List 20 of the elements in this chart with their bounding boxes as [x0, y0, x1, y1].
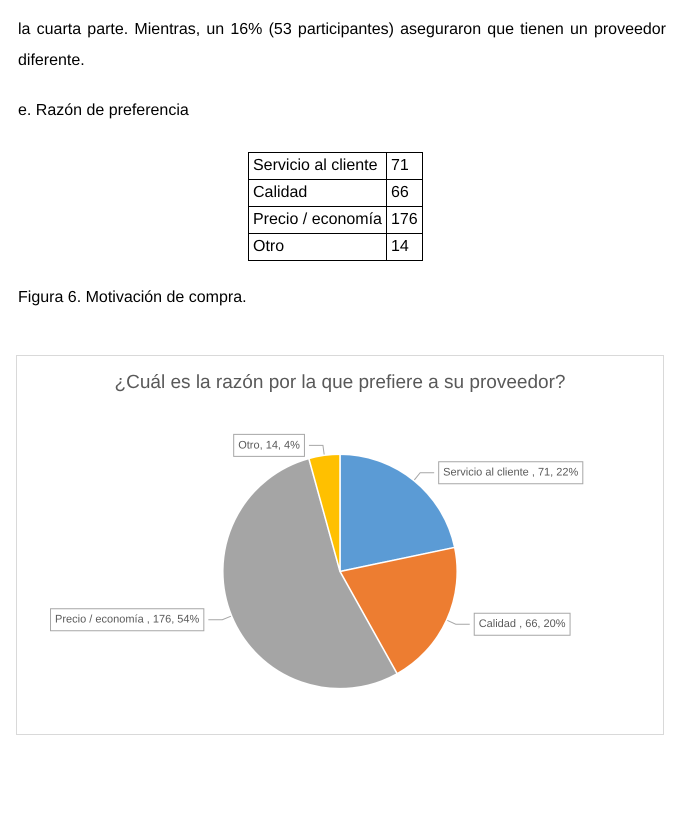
slice-label: Calidad — [478, 618, 516, 630]
chart-title: ¿Cuál es la razón por la que prefiere a su proveedor? — [114, 372, 566, 393]
category-label: Otro — [253, 238, 284, 255]
text: e. Razón de preferencia — [18, 102, 190, 120]
text: 71 — [386, 152, 422, 180]
category-label: Precio / economía — [253, 211, 382, 228]
slice-label: Servicio al cliente — [443, 466, 529, 479]
text: 14 — [386, 234, 422, 260]
slice-label: Precio / economía — [55, 614, 145, 626]
data-label: , 66, 20% — [516, 618, 566, 630]
slice-label: Otro — [238, 439, 260, 452]
category-label: Servicio al cliente — [253, 157, 378, 174]
text: 176 — [386, 206, 422, 234]
category-label: Calidad — [253, 184, 308, 201]
text: la cuarta parte. Mientras, un 16% (53 participantes) aseguraron que tienen un proveedor diferente. — [18, 20, 666, 71]
data-label: , 71, 22% — [528, 466, 579, 479]
text: Figura 6. Motivación de compra. — [18, 289, 248, 307]
text: 66 — [386, 180, 422, 206]
data-label: , 176, 54% — [144, 614, 200, 626]
data-label: , 14, 4% — [260, 439, 300, 452]
